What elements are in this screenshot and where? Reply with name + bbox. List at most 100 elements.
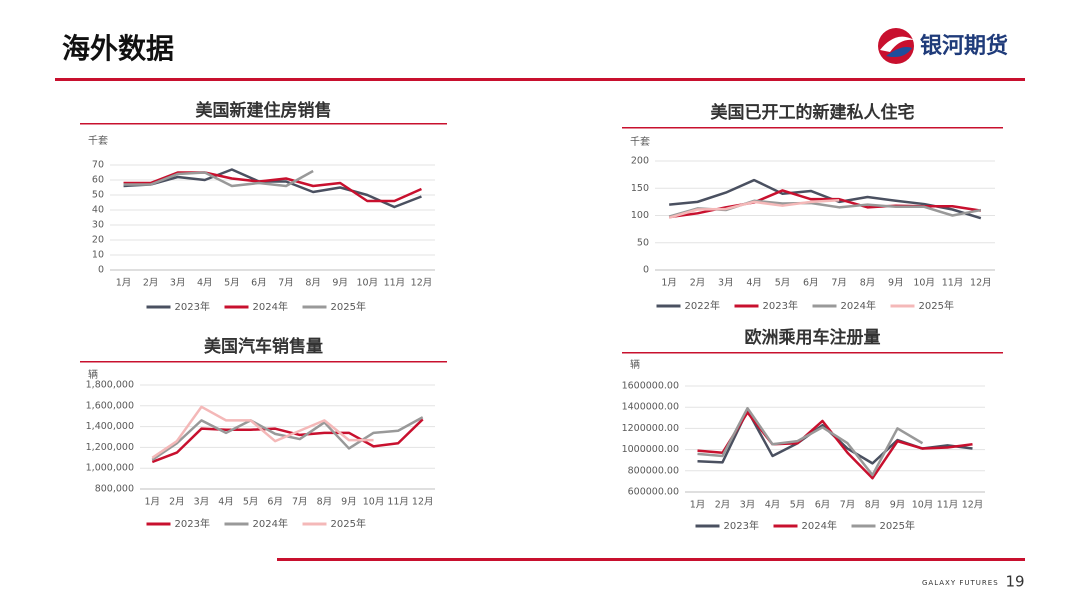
- x-tick-label: 5月: [790, 500, 806, 511]
- x-tick-label: 10月: [913, 278, 935, 289]
- legend-label: 2024年: [841, 299, 876, 312]
- x-tick-label: 11月: [937, 500, 959, 511]
- chart-title: 美国新建住房销售: [196, 100, 332, 121]
- x-tick-label: 5月: [243, 497, 259, 508]
- x-tick-label: 6月: [251, 278, 267, 289]
- x-tick-label: 1月: [116, 278, 132, 289]
- y-tick-label: 1,200,000: [86, 442, 134, 453]
- legend-label: 2023年: [175, 517, 210, 530]
- x-tick-label: 7月: [278, 278, 294, 289]
- x-tick-label: 7月: [840, 500, 856, 511]
- y-tick-label: 50: [92, 190, 104, 201]
- y-tick-label: 1,000,000: [86, 463, 134, 474]
- y-tick-label: 30: [92, 220, 104, 231]
- x-tick-label: 9月: [888, 278, 904, 289]
- series-line: [123, 169, 314, 188]
- x-tick-label: 8月: [860, 278, 876, 289]
- x-tick-label: 5月: [775, 278, 791, 289]
- legend-label: 2025年: [331, 300, 366, 313]
- x-tick-label: 3月: [718, 278, 734, 289]
- y-tick-label: 100: [631, 210, 649, 221]
- page-number: 19: [1005, 573, 1024, 591]
- y-tick-label: 1200000.00: [622, 423, 679, 434]
- y-tick-label: 800000.00: [628, 465, 679, 476]
- title-rule: [80, 123, 447, 125]
- legend-label: 2024年: [253, 300, 288, 313]
- x-tick-label: 4月: [746, 278, 762, 289]
- header-rule: [55, 78, 1025, 81]
- unit-label: 辆: [630, 358, 640, 371]
- x-tick-label: 4月: [218, 497, 234, 508]
- series-line: [669, 178, 982, 220]
- y-tick-label: 150: [631, 183, 649, 194]
- x-tick-label: 3月: [170, 278, 186, 289]
- legend-label: 2024年: [253, 517, 288, 530]
- x-tick-label: 2月: [690, 278, 706, 289]
- x-tick-label: 7月: [292, 497, 308, 508]
- x-tick-label: 12月: [412, 497, 434, 508]
- x-tick-label: 1月: [690, 500, 706, 511]
- legend-label: 2025年: [331, 517, 366, 530]
- x-tick-label: 6月: [803, 278, 819, 289]
- legend-label: 2025年: [919, 299, 954, 312]
- x-tick-label: 12月: [411, 278, 433, 289]
- y-tick-label: 0: [643, 265, 649, 276]
- x-tick-label: 10月: [912, 500, 934, 511]
- y-tick-label: 600000.00: [628, 487, 679, 498]
- x-tick-label: 2月: [169, 497, 185, 508]
- footer-rule: [277, 558, 1025, 561]
- legend-label: 2025年: [880, 519, 915, 532]
- title-rule: [622, 127, 1003, 129]
- y-tick-label: 70: [92, 160, 104, 171]
- y-tick-label: 1,800,000: [86, 380, 134, 391]
- brand: 银河期货: [920, 33, 1008, 59]
- chart-title: 欧洲乘用车注册量: [745, 327, 881, 348]
- y-tick-label: 0: [98, 265, 104, 276]
- x-tick-label: 4月: [765, 500, 781, 511]
- x-tick-label: 8月: [305, 278, 321, 289]
- x-tick-label: 8月: [317, 497, 333, 508]
- y-tick-label: 800,000: [95, 484, 134, 495]
- x-tick-label: 2月: [715, 500, 731, 511]
- logo: [878, 28, 914, 64]
- y-tick-label: 1600000.00: [622, 381, 679, 392]
- series-line: [668, 198, 840, 219]
- legend-label: 2022年: [685, 299, 720, 312]
- x-tick-label: 1月: [145, 497, 161, 508]
- legend-label: 2024年: [802, 519, 837, 532]
- x-tick-label: 11月: [384, 278, 406, 289]
- legend-label: 2023年: [724, 519, 759, 532]
- x-tick-label: 3月: [740, 500, 756, 511]
- series-line: [123, 168, 422, 209]
- y-tick-label: 40: [92, 205, 104, 216]
- x-tick-label: 9月: [332, 278, 348, 289]
- y-tick-label: 60: [92, 175, 104, 186]
- x-tick-label: 3月: [194, 497, 210, 508]
- title-rule: [622, 352, 1003, 354]
- legend-label: 2023年: [175, 300, 210, 313]
- unit-label: 辆: [88, 368, 98, 381]
- chart-title: 美国已开工的新建私人住宅: [711, 102, 915, 123]
- x-tick-label: 2月: [143, 278, 159, 289]
- y-tick-label: 20: [92, 235, 104, 246]
- x-tick-label: 6月: [815, 500, 831, 511]
- unit-label: 千套: [630, 135, 650, 148]
- y-tick-label: 10: [92, 250, 104, 261]
- chart-title: 美国汽车销售量: [204, 336, 323, 357]
- x-tick-label: 1月: [661, 278, 677, 289]
- x-tick-label: 6月: [267, 497, 283, 508]
- series-line: [697, 407, 924, 477]
- series-line: [123, 171, 422, 203]
- x-tick-label: 9月: [890, 500, 906, 511]
- slide-title: 海外数据: [62, 32, 174, 65]
- tagline: GALAXY FUTURES: [922, 579, 999, 587]
- title-rule: [80, 361, 447, 363]
- legend-label: 2023年: [763, 299, 798, 312]
- y-tick-label: 1000000.00: [622, 444, 679, 455]
- y-tick-label: 1,400,000: [86, 421, 134, 432]
- y-tick-label: 1400000.00: [622, 402, 679, 413]
- x-tick-label: 11月: [942, 278, 964, 289]
- x-tick-label: 12月: [962, 500, 984, 511]
- series-line: [697, 411, 973, 480]
